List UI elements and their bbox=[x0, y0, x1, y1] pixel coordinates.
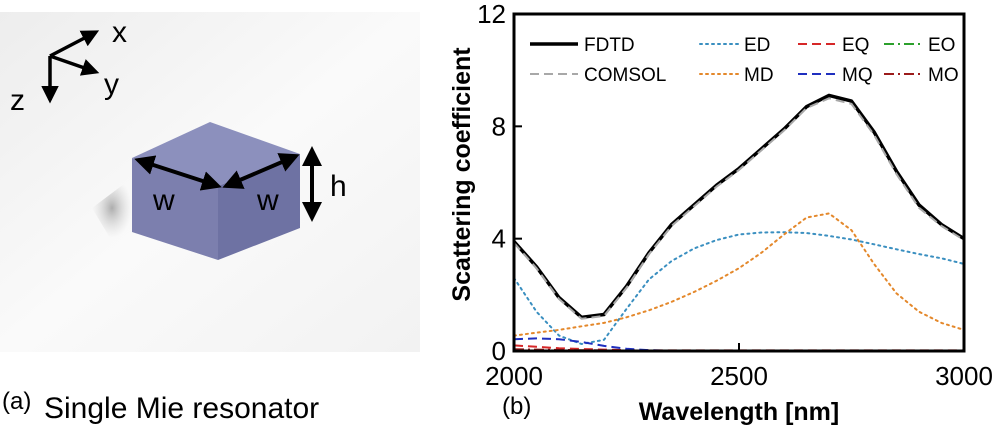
y-tick-label: 8 bbox=[492, 111, 506, 141]
x-axis-arrow bbox=[49, 30, 100, 58]
width-arrow-side bbox=[222, 153, 300, 189]
x-tick-label: 2000 bbox=[485, 361, 543, 391]
scattering-chart: 2000 2500 3000 0 4 8 12 FDTD ED EQ EO COMSOL MD MQ MO… bbox=[448, 0, 993, 426]
height-label: h bbox=[330, 170, 347, 203]
resonator-illustration: w w h x y z bbox=[0, 12, 420, 352]
x-tick-label: 2500 bbox=[710, 361, 768, 391]
cube-shadow bbox=[92, 178, 132, 238]
z-axis-label: z bbox=[10, 84, 25, 117]
x-tick-label: 3000 bbox=[935, 361, 993, 391]
panel-a-label: (a) bbox=[2, 388, 32, 415]
legend: FDTD ED EQ EO COMSOL MD MQ MO bbox=[530, 35, 959, 86]
legend-label-ed: ED bbox=[744, 35, 770, 56]
y-tick-label: 0 bbox=[492, 336, 506, 366]
series-line-md bbox=[513, 212, 965, 337]
legend-label-eq: EQ bbox=[842, 35, 869, 56]
panel-b-chart: 2000 2500 3000 0 4 8 12 FDTD ED EQ EO COMSOL MD MQ MO… bbox=[440, 0, 1001, 438]
legend-label-mo: MO bbox=[928, 65, 959, 86]
legend-label-fdtd: FDTD bbox=[584, 35, 635, 56]
axis-ticks: 2000 2500 3000 0 4 8 12 bbox=[477, 0, 993, 391]
y-axis-arrow bbox=[49, 54, 100, 76]
panel-b-label: (b) bbox=[502, 393, 532, 420]
y-tick-label: 4 bbox=[492, 224, 506, 254]
series-line-comsol bbox=[513, 97, 965, 320]
y-tick-label: 12 bbox=[477, 0, 506, 29]
legend-label-comsol: COMSOL bbox=[584, 65, 666, 86]
x-axis-label: x bbox=[112, 16, 127, 49]
x-axis-title: Wavelength [nm] bbox=[639, 398, 839, 426]
y-axis-title: Scattering coefficient bbox=[448, 47, 476, 302]
panel-a-caption: Single Mie resonator bbox=[44, 392, 320, 425]
width-arrow-front bbox=[134, 155, 222, 191]
panel-a-illustration: w w h x y z (a) Single Mie resonator bbox=[0, 0, 420, 438]
plot-frame bbox=[512, 12, 966, 353]
plot-lines bbox=[512, 93, 965, 352]
legend-label-eo: EO bbox=[928, 35, 955, 56]
series-line-fdtd bbox=[512, 93, 965, 320]
y-axis-label: y bbox=[104, 68, 119, 101]
width-label-front: w bbox=[152, 184, 175, 217]
legend-label-md: MD bbox=[744, 65, 774, 86]
legend-label-mq: MQ bbox=[842, 65, 873, 86]
width-label-side: w bbox=[256, 184, 279, 217]
